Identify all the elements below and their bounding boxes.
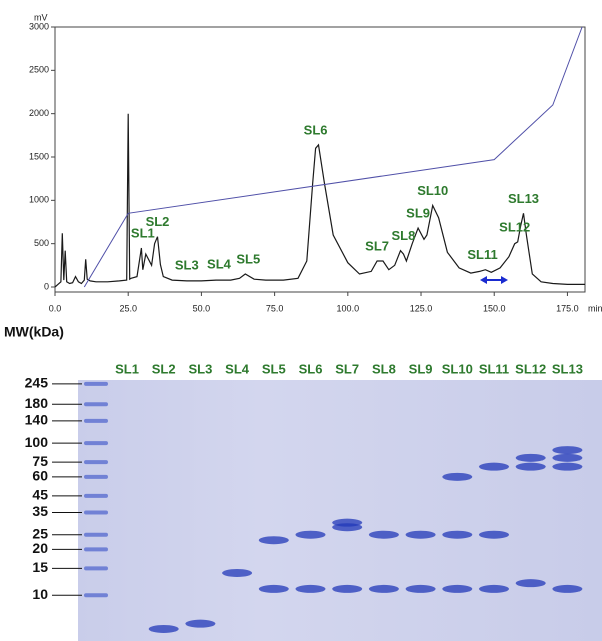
y-tick-label: 3000 (29, 21, 49, 31)
lane-label: SL8 (372, 361, 396, 376)
gel-band (516, 579, 546, 587)
peak-label: SL13 (508, 191, 539, 206)
y-tick-label: 2500 (29, 65, 49, 75)
gel-band (552, 454, 582, 462)
mw-label: 180 (25, 395, 49, 411)
lane-label: SL4 (225, 361, 250, 376)
ladder-band (84, 475, 108, 479)
gel-band (185, 620, 215, 628)
x-tick-label: 150.0 (483, 303, 506, 313)
mw-label: 140 (25, 412, 49, 428)
gel (78, 380, 602, 641)
lane-label: SL1 (115, 361, 139, 376)
peak-label: SL4 (207, 257, 232, 272)
peak-label: SL12 (499, 219, 530, 234)
mw-label: 75 (32, 453, 48, 469)
x-tick-label: 100.0 (337, 303, 360, 313)
gel-band (479, 463, 509, 471)
gel-band (442, 585, 472, 593)
mw-label: 100 (25, 434, 49, 450)
ladder-band (84, 419, 108, 423)
mw-label: 10 (32, 586, 48, 602)
x-tick-label: 125.0 (410, 303, 433, 313)
gel-band (516, 454, 546, 462)
lane-label: SL9 (409, 361, 433, 376)
ladder-band (84, 593, 108, 597)
ladder-band (84, 510, 108, 514)
peak-label: SL5 (236, 251, 260, 266)
ladder-band (84, 402, 108, 406)
lane-label: SL10 (442, 361, 473, 376)
gel-band (149, 625, 179, 633)
peak-label: SL6 (304, 122, 328, 137)
mw-label: 45 (32, 487, 48, 503)
gel-band (479, 585, 509, 593)
x-tick-label: 0.0 (49, 303, 62, 313)
y-tick-label: 1500 (29, 151, 49, 161)
lane-label: SL6 (299, 361, 323, 376)
y-tick-label: 0 (44, 281, 49, 291)
peak-label: SL2 (146, 214, 170, 229)
plot-frame (55, 27, 585, 292)
mw-label: 35 (32, 503, 48, 519)
peak-label: SL3 (175, 258, 199, 273)
peak-label: SL11 (467, 247, 497, 262)
ladder-band (84, 533, 108, 537)
gel-band (296, 531, 326, 539)
mw-label: 20 (32, 540, 48, 556)
y-tick-label: 2000 (29, 108, 49, 118)
gel-band (369, 531, 399, 539)
gel-band (369, 585, 399, 593)
y-tick-label: 500 (34, 238, 49, 248)
gel-band (406, 585, 436, 593)
gel-band (332, 523, 362, 531)
lane-label: SL5 (262, 361, 286, 376)
x-tick-label: 75.0 (266, 303, 284, 313)
x-tick-label: 50.0 (193, 303, 211, 313)
gel-band (516, 463, 546, 471)
ladder-band (84, 441, 108, 445)
gel-band (406, 531, 436, 539)
figure: mV min MW(kDa) 0500100015002000250030000… (0, 0, 602, 641)
gel-band (552, 446, 582, 454)
ladder-band (84, 460, 108, 464)
x-tick-label: 25.0 (119, 303, 137, 313)
mw-label: 245 (25, 375, 49, 391)
mw-label: 25 (32, 525, 48, 541)
gel-band (442, 473, 472, 481)
mw-label: 15 (32, 559, 48, 575)
ladder-band (84, 382, 108, 386)
lane-label: SL3 (188, 361, 212, 376)
x-tick-label: 175.0 (556, 303, 579, 313)
trace (55, 114, 585, 287)
gel-y-label: MW(kDa) (4, 324, 64, 340)
x-unit: min (588, 303, 602, 313)
lane-label: SL2 (152, 361, 176, 376)
gel-band (552, 463, 582, 471)
gel-band (222, 569, 252, 577)
ladder-band (84, 547, 108, 551)
lane-label: SL11 (479, 361, 509, 376)
gel-band (332, 585, 362, 593)
peak-label: SL8 (392, 228, 416, 243)
gel-band (479, 531, 509, 539)
peak-label: SL7 (365, 238, 389, 253)
lane-label: SL12 (515, 361, 546, 376)
gel-band (552, 585, 582, 593)
lane-label: SL7 (335, 361, 359, 376)
mw-label: 60 (32, 468, 48, 484)
gel-band (259, 585, 289, 593)
gel-band (259, 536, 289, 544)
peak-label: SL10 (417, 183, 448, 198)
y-tick-label: 1000 (29, 195, 49, 205)
gel-band (296, 585, 326, 593)
ladder-band (84, 566, 108, 570)
gel-band (442, 531, 472, 539)
ladder-band (84, 494, 108, 498)
lane-label: SL13 (552, 361, 583, 376)
peak-label: SL9 (406, 206, 430, 221)
